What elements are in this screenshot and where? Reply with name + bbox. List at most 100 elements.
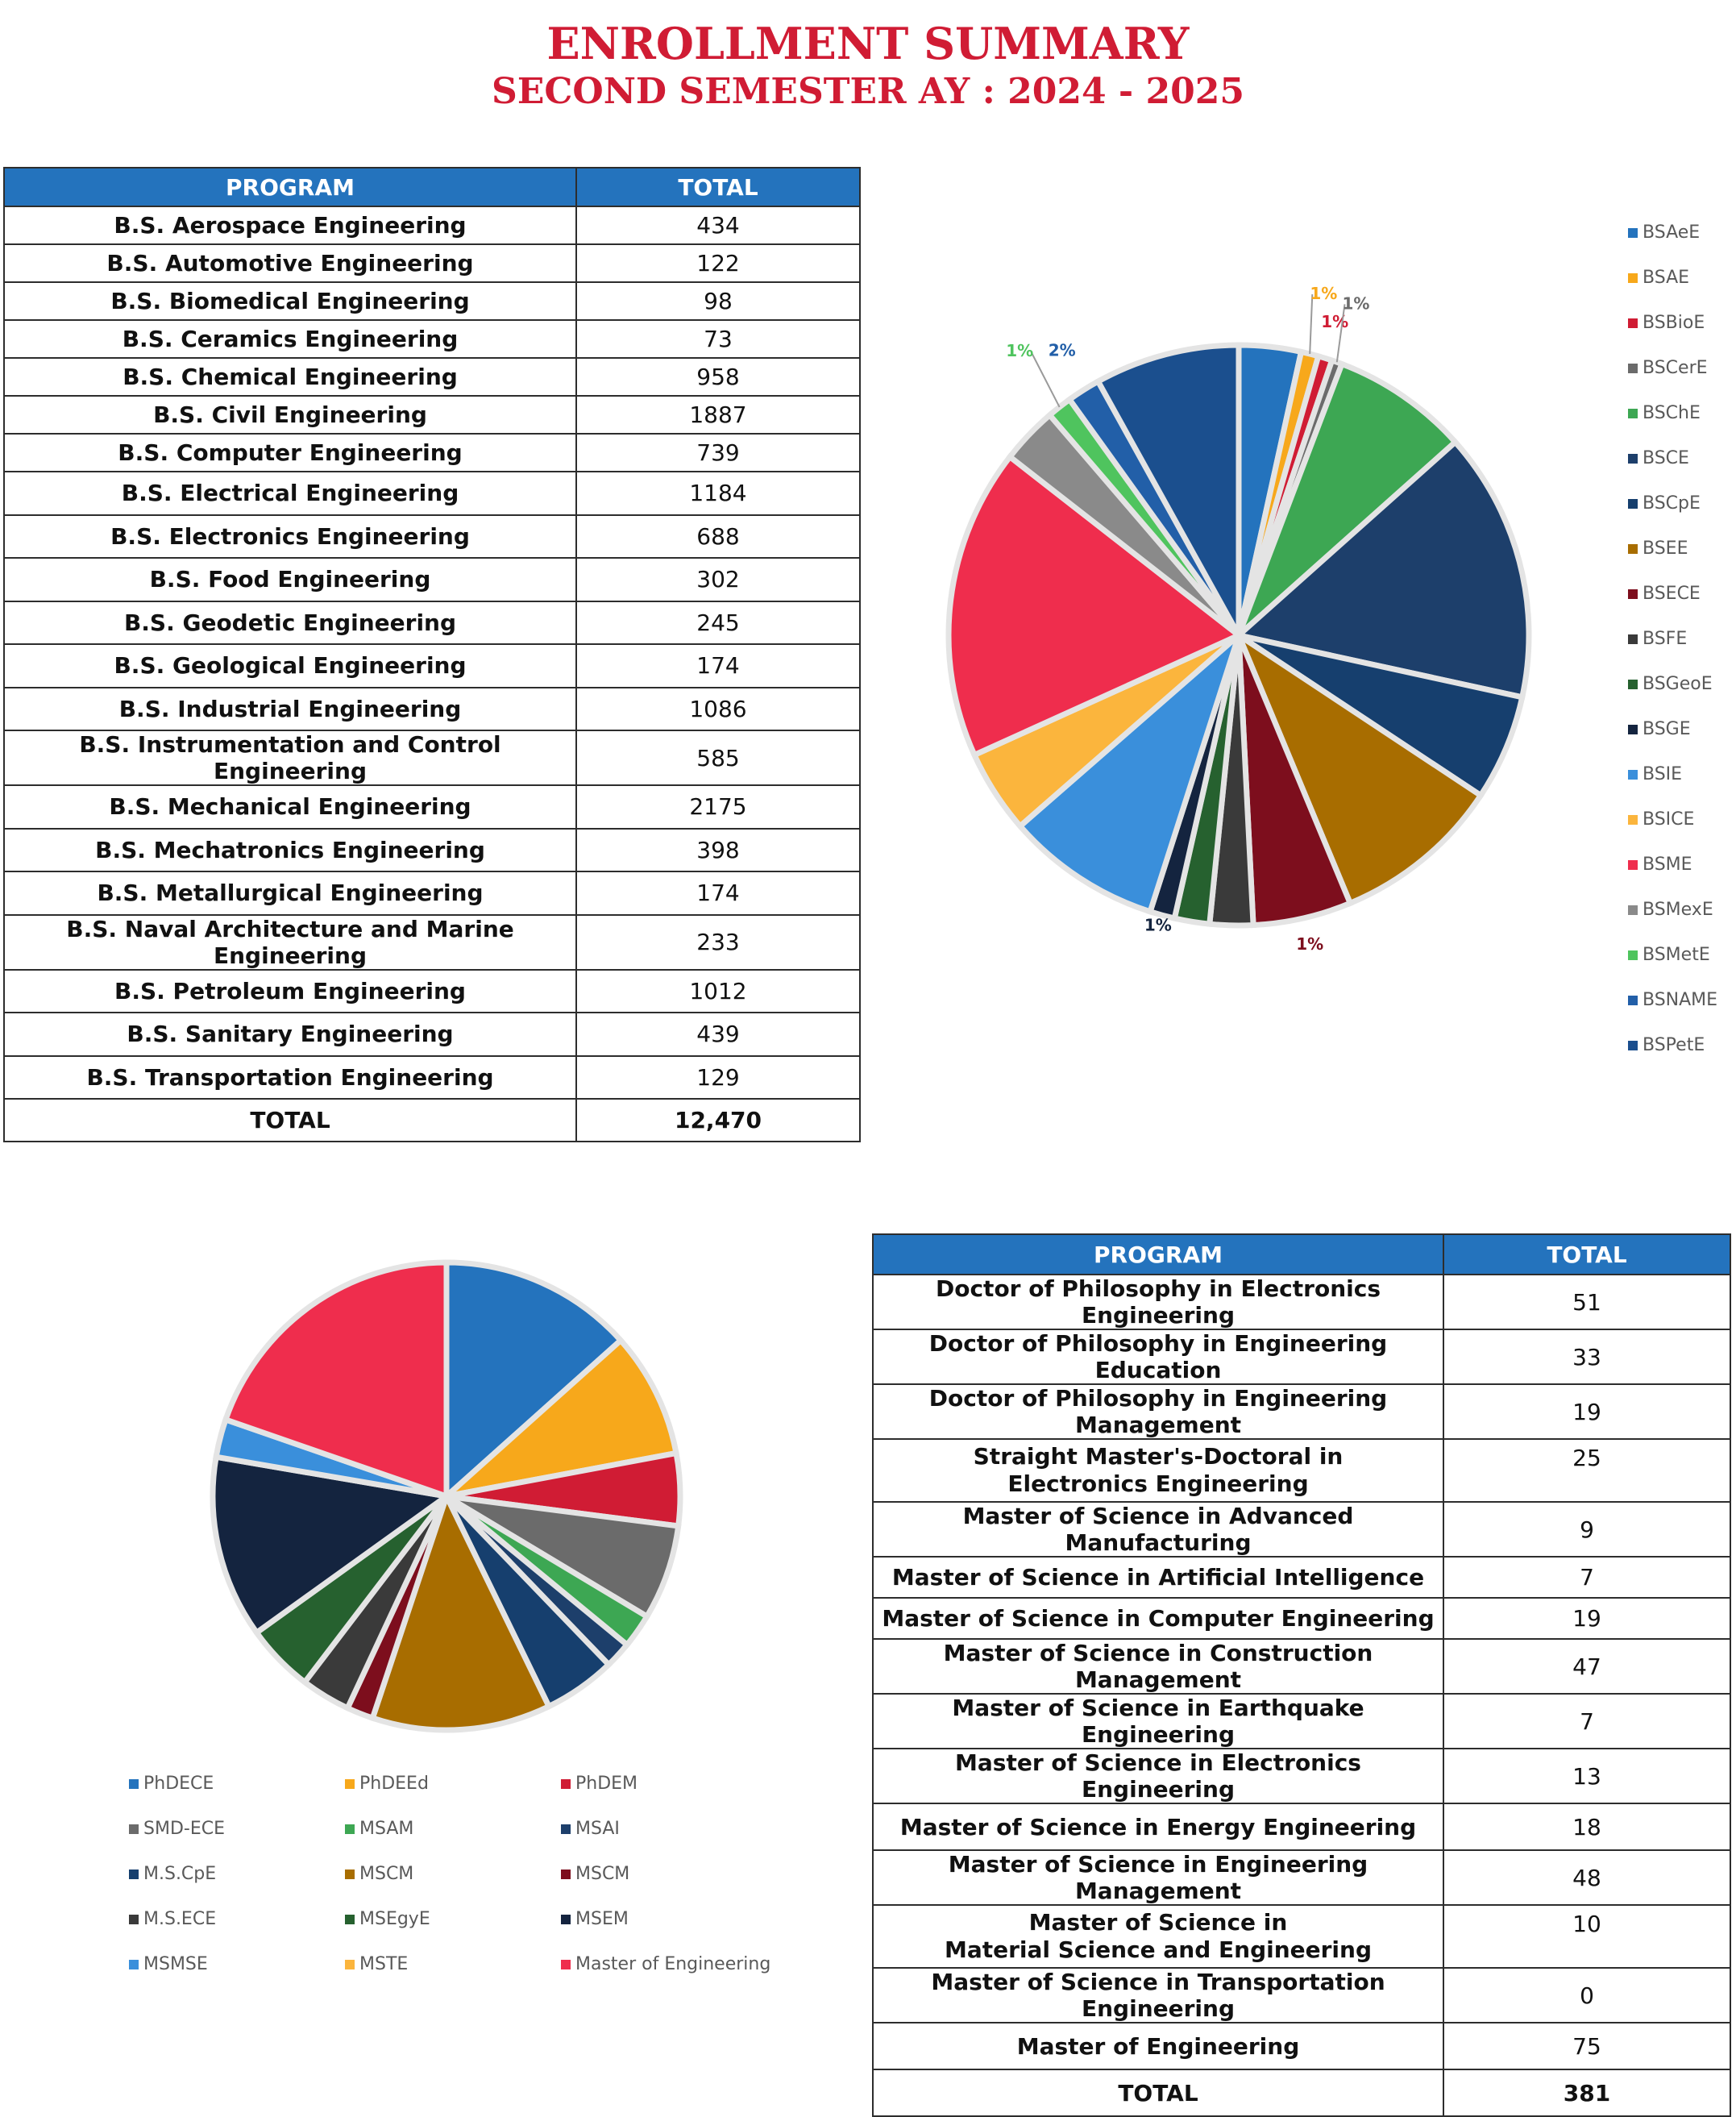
legend-item-bsice: BSICE <box>1628 809 1694 830</box>
program-name: B.S. Electronics Engineering <box>110 522 470 550</box>
program-name: Master of Science in Transportation Engi… <box>931 1969 1385 2022</box>
program-cell: B.S. Electrical Engineering <box>3 471 577 516</box>
program-name: B.S. Chemical Engineering <box>123 364 458 390</box>
program-name: Master of Science in Artificial Intellig… <box>891 1564 1425 1591</box>
legend-item-bsee: BSEE <box>1628 539 1688 559</box>
program-cell: Master of Science in Transportation Engi… <box>872 1967 1444 2023</box>
data-label-bsmete: 1% <box>1006 341 1033 360</box>
table-row: Doctor of Philosophy in Electronics Engi… <box>872 1274 1731 1330</box>
legend-swatch <box>345 1959 355 1969</box>
legend-item-phdece: PhDECE <box>129 1774 214 1794</box>
legend-swatch <box>1628 814 1638 825</box>
program-cell: Master of Engineering <box>872 2022 1444 2070</box>
legend-item-bsce: BSCE <box>1628 448 1689 468</box>
legend-swatch <box>561 1824 571 1834</box>
legend-item-bsmexe: BSMexE <box>1628 900 1713 920</box>
total-cell: 122 <box>575 243 861 283</box>
legend-swatch <box>1628 363 1638 373</box>
program-name: Master of Science in Computer Engineerin… <box>882 1605 1435 1632</box>
program-cell: B.S. Instrumentation and Control Enginee… <box>3 730 577 786</box>
program-cell: B.S. Computer Engineering <box>3 433 577 472</box>
program-cell: Master of Science in Construction Manage… <box>872 1638 1444 1695</box>
legend-item-bsece: BSECE <box>1628 584 1701 604</box>
legend-swatch <box>345 1914 355 1924</box>
total-cell: 7 <box>1443 1693 1731 1749</box>
legend-item-m-s-cpe: M.S.CpE <box>129 1864 216 1884</box>
total-cell: 98 <box>575 281 861 321</box>
leader-line <box>1335 304 1346 363</box>
program-name: Master of Science in Energy Engineering <box>899 1813 1417 1840</box>
program-name: B.S. Electrical Engineering <box>121 480 459 507</box>
program-cell: B.S. Mechatronics Engineering <box>3 827 577 872</box>
legend-swatch <box>129 1869 139 1879</box>
table-row: B.S. Biomedical Engineering 98 <box>3 281 861 321</box>
program-cell: B.S. Transportation Engineering <box>3 1054 577 1100</box>
table-row: B.S. Ceramics Engineering 73 <box>3 319 861 359</box>
legend-item-bsge: BSGE <box>1628 719 1691 739</box>
program-name: Master of Science in Engineering Managem… <box>948 1851 1368 1904</box>
legend-swatch <box>1628 859 1638 870</box>
legend-swatch <box>1628 995 1638 1005</box>
legend-item-phdeed: PhDEEd <box>345 1774 429 1794</box>
table-row: Master of Science in Construction Manage… <box>872 1638 1731 1695</box>
legend-label: PhDEM <box>575 1774 638 1794</box>
legend-item-bscpe: BSCpE <box>1628 493 1701 514</box>
total-cell: 73 <box>575 319 861 359</box>
total-cell: 398 <box>575 827 861 872</box>
legend-label: MSAM <box>359 1819 414 1839</box>
total-row: TOTAL 381 <box>872 2069 1731 2117</box>
graduate-pie-legend: PhDECE PhDEEd PhDEM SMD-ECE MSAM MSAI M.S.CpE M… <box>129 1774 854 1983</box>
program-column-header: PROGRAM <box>3 167 577 207</box>
legend-item-bsche: BSChE <box>1628 403 1701 423</box>
table-row: B.S. Electronics Engineering 688 <box>3 514 861 559</box>
table-row: B.S. Computer Engineering 739 <box>3 433 861 472</box>
undergrad-pie-legend: BSAeE BSAE BSBioE BSCerE BSChE BSCE BSCpE BSEE B… <box>1628 223 1733 1061</box>
legend-swatch <box>1628 679 1638 689</box>
legend-label: MSTE <box>359 1954 409 1974</box>
legend-label: BSGeoE <box>1643 674 1713 694</box>
legend-swatch <box>345 1778 355 1789</box>
program-cell: Master of Science in Earthquake Engineer… <box>872 1693 1444 1749</box>
legend-item-msai: MSAI <box>561 1819 620 1839</box>
legend-label: BSECE <box>1643 584 1701 604</box>
program-cell: Master of Science in Material Science and… <box>872 1904 1444 1969</box>
legend-label: BSNAME <box>1643 990 1718 1010</box>
total-cell: 10 <box>1443 1904 1731 1969</box>
total-cell: 7 <box>1443 1556 1731 1599</box>
total-cell: 75 <box>1443 2022 1731 2070</box>
program-name: B.S. Automotive Engineering <box>106 250 474 277</box>
total-cell: 2175 <box>575 784 861 830</box>
legend-item-bsie: BSIE <box>1628 764 1682 784</box>
total-label: TOTAL <box>872 2069 1444 2117</box>
table-row: Doctor of Philosophy in Engineering Educ… <box>872 1329 1731 1385</box>
legend-label: BSChE <box>1643 403 1701 423</box>
total-cell: 18 <box>1443 1803 1731 1851</box>
table-row: B.S. Instrumentation and Control Enginee… <box>3 730 861 786</box>
total-value: 381 <box>1443 2069 1731 2117</box>
table-row: B.S. Civil Engineering 1887 <box>3 395 861 435</box>
program-name: B.S. Biomedical Engineering <box>110 288 470 314</box>
legend-item-msem: MSEM <box>561 1909 629 1929</box>
legend-item-bsfe: BSFE <box>1628 629 1687 649</box>
table-row: B.S. Metallurgical Engineering 174 <box>3 871 861 916</box>
legend-item-bsae: BSAE <box>1628 268 1689 288</box>
legend-label: BSCE <box>1643 448 1689 468</box>
legend-label: M.S.ECE <box>143 1909 217 1929</box>
undergrad-enrollment-table: PROGRAM TOTAL B.S. Aerospace Engineering… <box>3 167 861 1142</box>
total-cell: 688 <box>575 514 861 559</box>
total-cell: 47 <box>1443 1638 1731 1695</box>
legend-item-msmse: MSMSE <box>129 1954 208 1974</box>
program-cell: B.S. Petroleum Engineering <box>3 968 577 1013</box>
program-cell: Master of Science in Computer Engineerin… <box>872 1597 1444 1640</box>
pie-slice-bsee <box>1232 627 1485 907</box>
table-row: B.S. Transportation Engineering 129 <box>3 1054 861 1100</box>
program-cell: Straight Master's-Doctoral in Electronics… <box>872 1438 1444 1503</box>
program-cell: Master of Science in Advanced Manufactur… <box>872 1501 1444 1558</box>
legend-label: BSMetE <box>1643 945 1710 965</box>
legend-label: MSEgyE <box>359 1909 430 1929</box>
graduate-pie-chart <box>210 1259 683 1733</box>
pie-slice-phdece <box>443 1259 625 1503</box>
total-value: 12,470 <box>575 1098 861 1142</box>
total-cell: 302 <box>575 557 861 602</box>
program-name: Master of Science in Electronics Enginee… <box>955 1749 1361 1803</box>
